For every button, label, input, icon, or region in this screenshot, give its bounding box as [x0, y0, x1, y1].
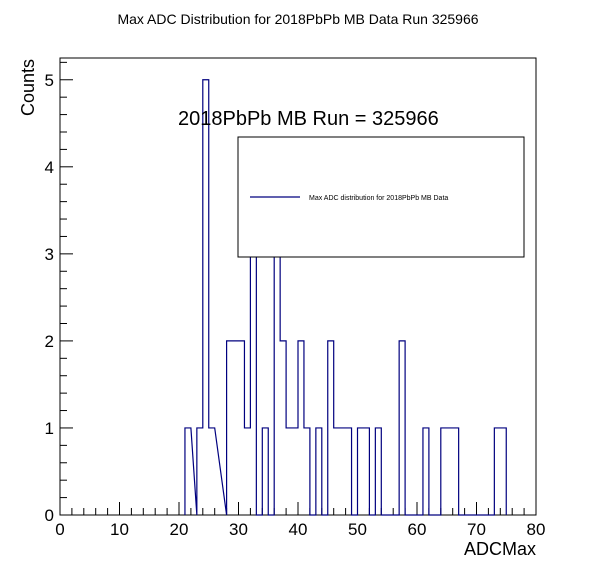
y-axis-tick-labels: 0 1 2 3 4 5 — [45, 71, 54, 525]
x-tick-label: 0 — [55, 520, 64, 539]
y-tick-label: 5 — [45, 71, 54, 90]
legend-entry-label: Max ADC distribution for 2018PbPb MB Dat… — [309, 195, 448, 202]
x-axis-tick-labels: 0 10 20 30 40 50 60 70 80 — [55, 520, 545, 539]
x-tick-label: 80 — [527, 520, 546, 539]
y-axis-label: Counts — [18, 59, 38, 116]
x-tick-label: 70 — [467, 520, 486, 539]
x-tick-label: 10 — [110, 520, 129, 539]
histogram-series-line — [184, 79, 507, 516]
y-tick-label: 0 — [45, 506, 54, 525]
run-annotation: 2018PbPb MB Run = 325966 — [178, 108, 439, 130]
x-tick-label: 40 — [289, 520, 308, 539]
y-tick-label: 1 — [45, 419, 54, 438]
x-tick-label: 50 — [348, 520, 367, 539]
x-axis-label: ADCMax — [464, 539, 536, 559]
y-tick-label: 4 — [45, 158, 54, 177]
y-tick-label: 3 — [45, 245, 54, 264]
x-tick-label: 60 — [408, 520, 427, 539]
chart-title: Max ADC Distribution for 2018PbPb MB Dat… — [117, 11, 478, 27]
x-tick-label: 20 — [170, 520, 189, 539]
y-axis-ticks — [60, 61, 73, 516]
legend-box: Max ADC distribution for 2018PbPb MB Dat… — [237, 136, 525, 258]
y-tick-label: 2 — [45, 332, 54, 351]
x-tick-label: 30 — [229, 520, 248, 539]
